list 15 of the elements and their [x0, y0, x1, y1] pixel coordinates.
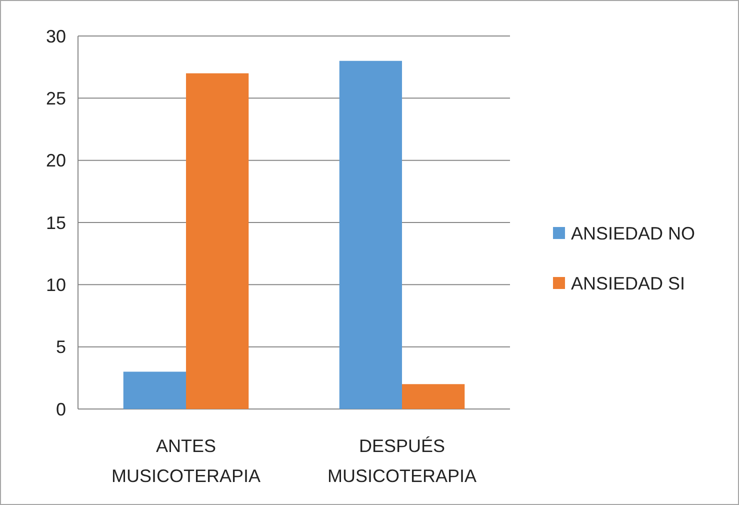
- y-tick-label: 0: [56, 399, 66, 420]
- y-tick-label: 30: [46, 26, 66, 46]
- x-tick-label: DESPUÉS MUSICOTERAPIA: [327, 436, 477, 486]
- y-tick-label: 20: [46, 150, 66, 171]
- y-tick-label: 5: [56, 337, 66, 358]
- y-tick-label: 25: [46, 88, 66, 108]
- x-tick-label: ANTES MUSICOTERAPIA: [111, 436, 261, 486]
- bar: [339, 60, 402, 409]
- y-tick-label: 10: [46, 274, 66, 295]
- bar: [186, 73, 249, 409]
- y-tick-label: 15: [46, 212, 66, 233]
- bar: [402, 384, 465, 409]
- legend-label: ANSIEDAD NO: [571, 223, 696, 244]
- legend-label: ANSIEDAD SI: [571, 273, 686, 294]
- bar: [123, 372, 186, 409]
